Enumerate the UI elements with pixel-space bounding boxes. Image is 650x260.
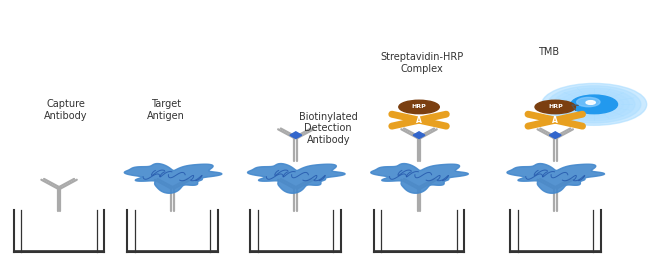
Circle shape [571,95,618,114]
Text: Capture
Antibody: Capture Antibody [44,99,87,121]
Polygon shape [507,164,604,193]
Circle shape [547,86,641,123]
Text: A: A [552,116,558,125]
Polygon shape [124,164,222,193]
Circle shape [586,101,595,104]
Polygon shape [370,164,468,193]
Ellipse shape [535,100,575,114]
Text: A: A [416,116,422,125]
Circle shape [577,98,600,107]
Text: Biotinylated
Detection
Antibody: Biotinylated Detection Antibody [299,112,358,145]
Text: TMB: TMB [538,47,560,57]
Circle shape [541,83,647,125]
Polygon shape [248,164,345,193]
Circle shape [565,93,623,116]
Polygon shape [413,132,425,139]
Polygon shape [549,132,561,139]
Polygon shape [290,132,302,139]
Text: Streptavidin-HRP
Complex: Streptavidin-HRP Complex [381,53,464,74]
Text: HRP: HRP [411,105,426,109]
Ellipse shape [399,100,439,114]
Text: HRP: HRP [548,105,563,109]
Circle shape [553,88,635,121]
Circle shape [559,90,629,118]
Text: Target
Antigen: Target Antigen [147,99,185,121]
